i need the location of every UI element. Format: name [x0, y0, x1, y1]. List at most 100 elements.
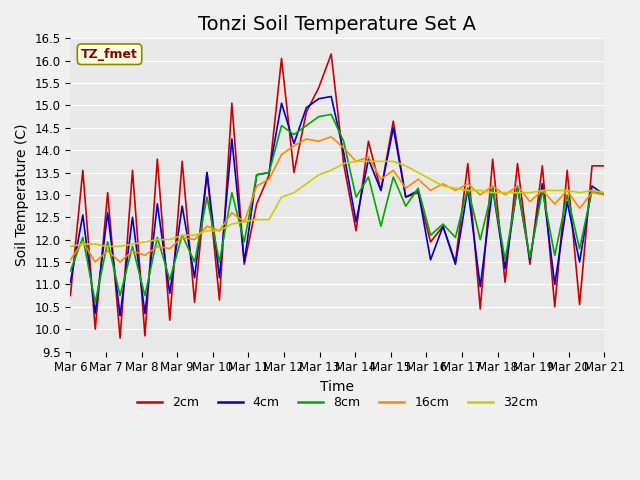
8cm [340, 138, 348, 144]
16cm [414, 176, 422, 182]
32cm [303, 181, 310, 187]
16cm [514, 183, 522, 189]
16cm [600, 192, 608, 198]
2cm [365, 138, 372, 144]
2cm [154, 156, 161, 162]
4cm [228, 136, 236, 142]
2cm [352, 228, 360, 234]
32cm [390, 158, 397, 164]
8cm [576, 246, 584, 252]
32cm [377, 158, 385, 164]
8cm [253, 172, 260, 178]
8cm [179, 232, 186, 238]
32cm [92, 241, 99, 247]
2cm [116, 335, 124, 341]
2cm [514, 161, 522, 167]
16cm [476, 192, 484, 198]
8cm [452, 235, 460, 240]
Line: 4cm: 4cm [70, 96, 604, 316]
2cm [216, 297, 223, 303]
16cm [452, 188, 460, 193]
4cm [179, 203, 186, 209]
8cm [67, 268, 74, 274]
2cm [79, 168, 86, 173]
2cm [265, 172, 273, 178]
8cm [377, 223, 385, 229]
Title: Tonzi Soil Temperature Set A: Tonzi Soil Temperature Set A [198, 15, 476, 34]
16cm [92, 259, 99, 265]
16cm [551, 201, 559, 207]
32cm [67, 243, 74, 249]
16cm [526, 199, 534, 204]
2cm [290, 170, 298, 176]
16cm [154, 243, 161, 249]
2cm [67, 293, 74, 299]
8cm [241, 239, 248, 245]
16cm [501, 192, 509, 198]
16cm [402, 185, 410, 191]
32cm [365, 158, 372, 164]
2cm [576, 301, 584, 307]
4cm [414, 188, 422, 193]
32cm [551, 188, 559, 193]
8cm [315, 114, 323, 120]
32cm [427, 176, 435, 182]
8cm [402, 203, 410, 209]
8cm [600, 192, 608, 198]
4cm [141, 311, 148, 316]
16cm [67, 257, 74, 263]
2cm [414, 190, 422, 195]
4cm [452, 262, 460, 267]
2cm [427, 239, 435, 245]
4cm [166, 290, 173, 296]
4cm [278, 100, 285, 106]
32cm [290, 190, 298, 195]
16cm [79, 239, 86, 245]
2cm [464, 161, 472, 167]
16cm [588, 190, 596, 195]
4cm [538, 181, 546, 187]
Text: TZ_fmet: TZ_fmet [81, 48, 138, 61]
16cm [265, 176, 273, 182]
32cm [179, 232, 186, 238]
32cm [166, 237, 173, 242]
32cm [352, 158, 360, 164]
16cm [166, 246, 173, 252]
16cm [390, 168, 397, 173]
32cm [129, 241, 136, 247]
32cm [141, 239, 148, 245]
8cm [464, 185, 472, 191]
2cm [141, 333, 148, 339]
4cm [427, 257, 435, 263]
32cm [104, 243, 111, 249]
32cm [439, 183, 447, 189]
32cm [526, 190, 534, 195]
8cm [538, 188, 546, 193]
2cm [303, 109, 310, 115]
8cm [439, 221, 447, 227]
16cm [203, 223, 211, 229]
2cm [92, 326, 99, 332]
8cm [290, 132, 298, 137]
2cm [501, 279, 509, 285]
8cm [228, 190, 236, 195]
2cm [600, 163, 608, 169]
2cm [228, 100, 236, 106]
2cm [191, 300, 198, 305]
2cm [328, 51, 335, 57]
32cm [501, 190, 509, 195]
8cm [191, 259, 198, 265]
4cm [340, 150, 348, 156]
16cm [253, 183, 260, 189]
4cm [489, 185, 497, 191]
16cm [116, 259, 124, 265]
16cm [241, 219, 248, 225]
8cm [154, 235, 161, 240]
16cm [563, 188, 571, 193]
8cm [92, 300, 99, 305]
16cm [228, 210, 236, 216]
2cm [538, 163, 546, 169]
4cm [303, 105, 310, 110]
32cm [228, 221, 236, 227]
4cm [551, 282, 559, 288]
